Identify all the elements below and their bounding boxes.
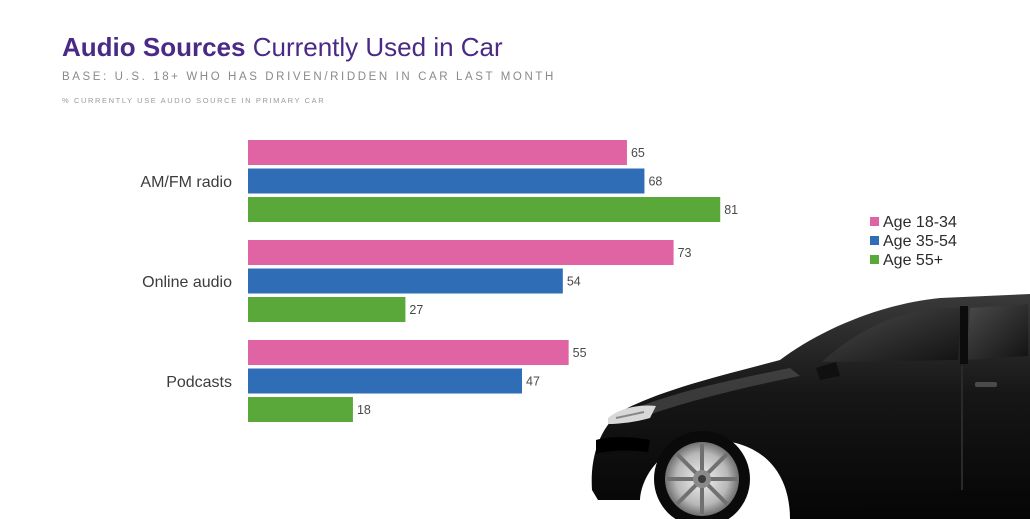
category-label: Podcasts [166,374,232,391]
bar [248,240,674,265]
chart-title-strong: Audio Sources [62,32,246,62]
bar [248,397,353,422]
car-image [591,294,1030,519]
bar [248,168,645,194]
data-label: 68 [648,175,662,189]
bar [248,140,627,165]
legend-swatch [870,236,879,245]
legend-label: Age 18-34 [883,214,957,231]
legend-label: Age 55+ [883,252,943,269]
chart-note: % CURRENTLY USE AUDIO SOURCE IN PRIMARY … [62,96,326,105]
bar [248,368,523,394]
bar [248,268,563,294]
data-label: 65 [631,146,645,160]
data-label: 47 [526,375,540,389]
data-label: 18 [357,403,371,417]
legend-swatch [870,217,879,226]
bar [248,297,406,322]
legend: Age 18-34 Age 35-54 Age 55+ [870,214,957,269]
chart-title: Audio Sources Currently Used in Car [62,32,503,63]
data-label: 27 [409,303,423,317]
category-label: AM/FM radio [140,174,232,191]
chart-title-rest: Currently Used in Car [245,32,503,62]
data-label: 54 [567,275,581,289]
data-label: 55 [573,346,587,360]
data-label: 73 [678,246,692,260]
legend-label: Age 35-54 [883,233,957,250]
bar [248,197,721,222]
legend-swatch [870,255,879,264]
category-label: Online audio [142,274,232,291]
chart-subtitle: BASE: U.S. 18+ WHO HAS DRIVEN/RIDDEN IN … [62,71,556,83]
data-label: 81 [724,203,738,217]
bars-group: AM/FM radio 65 68 81 Online audio 73 54 27 Podca… [140,140,738,422]
bar [248,340,569,365]
